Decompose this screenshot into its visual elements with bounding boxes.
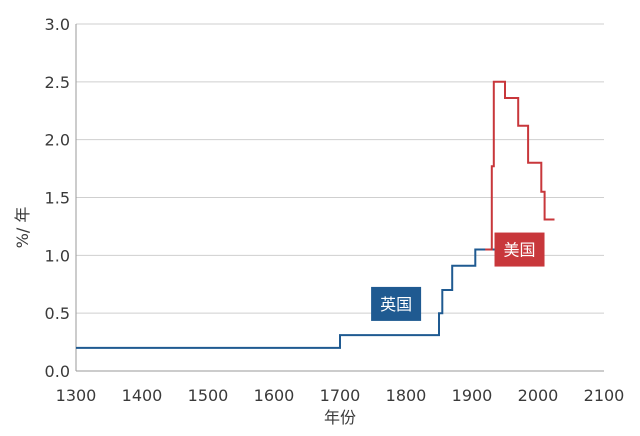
x-tick-label: 2100 bbox=[584, 386, 625, 405]
y-tick-label: 3.0 bbox=[45, 15, 70, 34]
x-tick-labels: 1300 1400 1500 1600 1700 1800 1900 2000 2100 bbox=[56, 386, 625, 405]
y-tick-label: 2.0 bbox=[45, 131, 70, 150]
y-axis-title: %/ 年 bbox=[13, 207, 32, 249]
x-axis-title: 年份 bbox=[324, 408, 356, 427]
y-tick-labels: 0.0 0.5 1.0 1.5 2.0 2.5 3.0 bbox=[45, 15, 70, 381]
grid bbox=[76, 23, 604, 372]
x-tick-label: 1700 bbox=[320, 386, 361, 405]
y-tick-label: 2.5 bbox=[45, 73, 70, 92]
x-tick-label: 1900 bbox=[452, 386, 493, 405]
x-tick-label: 2000 bbox=[518, 386, 559, 405]
series-label: 英国 bbox=[380, 295, 412, 314]
series-group bbox=[76, 80, 555, 349]
x-tick-label: 1500 bbox=[188, 386, 229, 405]
y-tick-label: 0.0 bbox=[45, 362, 70, 381]
series-line bbox=[76, 248, 496, 349]
series-label: 美国 bbox=[504, 241, 536, 260]
series-label-box bbox=[494, 232, 545, 267]
x-tick-label: 1300 bbox=[56, 386, 97, 405]
series-label-box bbox=[371, 286, 422, 321]
series-line bbox=[485, 80, 555, 251]
x-tick-label: 1400 bbox=[122, 386, 163, 405]
y-tick-label: 1.0 bbox=[45, 246, 70, 265]
x-tick-label: 1800 bbox=[386, 386, 427, 405]
annotations: 英国 美国 bbox=[371, 232, 545, 321]
y-tick-label: 1.5 bbox=[45, 189, 70, 208]
y-tick-label: 0.5 bbox=[45, 304, 70, 323]
x-tick-label: 1600 bbox=[254, 386, 295, 405]
